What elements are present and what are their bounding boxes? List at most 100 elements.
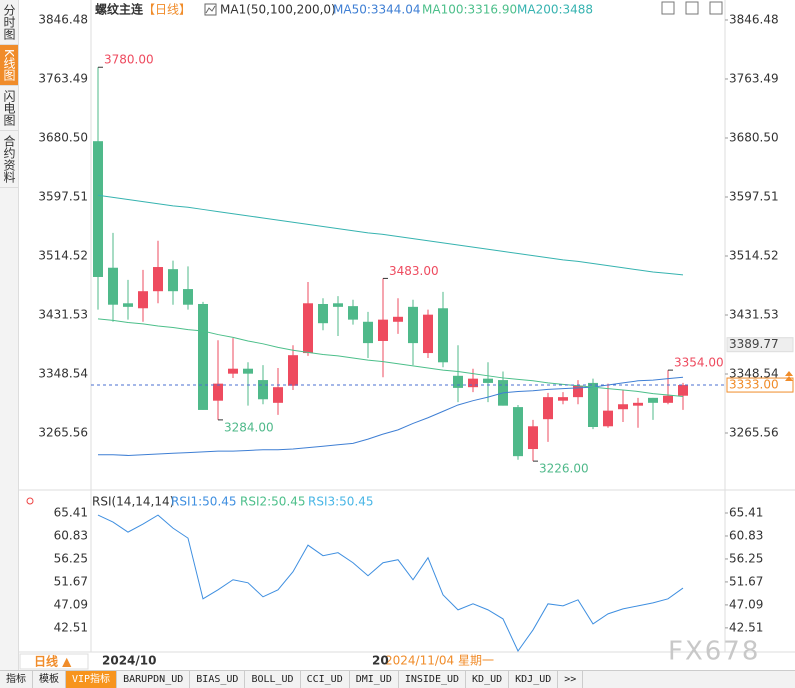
symbol: 螺纹主连	[95, 2, 144, 17]
indicator-icon-glyph	[205, 5, 216, 14]
icon-button[interactable]	[685, 1, 699, 15]
extreme-label: 3284.00	[224, 420, 274, 434]
ma-line	[97, 318, 684, 397]
indicator-tab[interactable]: BARUPDN_UD	[117, 671, 191, 688]
y-tick-label: 3348.54	[38, 367, 88, 381]
y-tick-label: 3597.51	[38, 189, 88, 203]
rsi-legend: RSI2:50.45	[240, 495, 306, 509]
indicator-tab[interactable]: BIAS_UD	[190, 671, 246, 688]
candle-body	[603, 410, 613, 427]
candle-body	[618, 404, 628, 410]
last-price-box	[726, 377, 794, 393]
period: 【日线】	[143, 3, 191, 17]
extreme-label: 3483.00	[389, 264, 439, 278]
extreme-label: 3354.00	[674, 356, 724, 370]
candle-body	[213, 383, 223, 401]
toolbar-icons	[661, 1, 723, 15]
x-tick-label: 2024/10	[102, 654, 156, 668]
rsi-line	[97, 514, 684, 652]
indicator-tab[interactable]: BOLL_UD	[245, 671, 301, 688]
y-tick-label: 3431.53	[729, 307, 779, 321]
y-tick-label: 3763.49	[38, 71, 88, 85]
indicator-tab[interactable]: DMI_UD	[350, 671, 399, 688]
y-tick-label: 3597.51	[729, 189, 779, 203]
y-tick-label: 3846.48	[729, 12, 779, 26]
y-tick-label: 3265.56	[729, 425, 779, 439]
indicator-tab[interactable]: VIP指标	[66, 671, 118, 688]
candle-body	[258, 380, 268, 400]
candle-body	[228, 368, 238, 374]
legend-ma100: MA100:3316.90	[422, 3, 517, 17]
y-tick-label: 56.25	[729, 551, 763, 565]
candle-body	[138, 291, 148, 309]
y-tick-label: 3348.54	[729, 367, 779, 381]
sidebar-tab[interactable]: 闪电图	[0, 86, 18, 131]
sidebar-tab[interactable]: K线图	[0, 45, 18, 86]
last-price-label: 3333.00	[729, 378, 779, 392]
watermark: FX678	[668, 637, 760, 667]
rsi-title: RSI(14,14,14)	[92, 495, 174, 509]
candle-body	[273, 387, 283, 403]
candle-body	[663, 395, 673, 403]
cursor-date: 2024/11/04 星期一	[385, 654, 494, 668]
y-tick-label: 51.67	[729, 574, 763, 588]
x-tick-label: 20	[372, 654, 389, 668]
y-tick-label: 60.83	[54, 528, 88, 542]
icon-button[interactable]	[661, 1, 675, 15]
candle-body	[483, 378, 493, 383]
candle-body	[348, 306, 358, 320]
y-tick-label: 3514.52	[38, 248, 88, 262]
y-tick-label: 42.51	[729, 620, 763, 634]
y-tick-label: 3846.48	[38, 12, 88, 26]
icon-button[interactable]	[709, 1, 723, 15]
y-tick-label: 3431.53	[38, 307, 88, 321]
legend-ma50: MA50:3344.04	[333, 3, 421, 17]
candle-body	[633, 402, 643, 406]
candle-body	[423, 314, 433, 354]
indicator-tab[interactable]: INSIDE_UD	[399, 671, 467, 688]
candle-body	[573, 385, 583, 398]
y-tick-label: 47.09	[729, 597, 763, 611]
indicator-icon[interactable]	[204, 3, 217, 16]
candle-body	[393, 316, 403, 322]
last-price-arrow	[785, 371, 793, 382]
sidebar-tab[interactable]: 合约资料	[0, 131, 18, 188]
y-tick-label: 51.67	[54, 574, 88, 588]
candle-body	[303, 303, 313, 354]
extreme-label: 3226.00	[539, 462, 589, 476]
indicator-tab[interactable]: KDJ_UD	[509, 671, 559, 688]
y-tick-label: 3680.50	[38, 130, 88, 144]
indicator-tab[interactable]: >>	[558, 671, 584, 688]
ma-line	[98, 376, 684, 456]
period-button-box[interactable]	[19, 653, 89, 670]
period-button[interactable]: 日线 ▲	[34, 654, 72, 669]
indicator-tab[interactable]: CCI_UD	[301, 671, 350, 688]
indicator: MA1(50,100,200,0)	[220, 3, 336, 17]
candle-body	[183, 289, 193, 305]
y-tick-label: 42.51	[54, 620, 88, 634]
candle-body	[588, 382, 598, 427]
candle-body	[93, 141, 103, 277]
indicator-tab[interactable]: 模板	[33, 671, 66, 688]
candle-body	[243, 368, 253, 374]
candle-body	[678, 385, 688, 396]
y-tick-label: 60.83	[729, 528, 763, 542]
candle-body	[198, 303, 208, 410]
candle-body	[333, 303, 343, 307]
candle-body	[123, 303, 133, 307]
cursor-price-box	[726, 337, 794, 353]
settings-icon[interactable]	[26, 497, 34, 505]
candle-body	[468, 378, 478, 388]
y-tick-label: 3680.50	[729, 130, 779, 144]
indicator-tab[interactable]: KD_UD	[466, 671, 510, 688]
y-tick-label: 47.09	[54, 597, 88, 611]
candle-body	[288, 355, 298, 386]
indicator-tab[interactable]: 指标	[0, 671, 33, 688]
chart: 螺纹主连 【日线】 MA1(50,100,200,0) MA50:3344.04…	[18, 0, 795, 670]
indicator-tabs: 指标 模板 VIP指标 BARUPDN_UD BIAS_UD BOLL_UD CCI_UD D…	[0, 670, 795, 688]
candle-body	[408, 306, 418, 344]
sidebar-tab[interactable]: 分时图	[0, 0, 18, 45]
y-tick-label: 65.41	[729, 506, 763, 520]
y-tick-label: 3763.49	[729, 71, 779, 85]
candle-body	[558, 397, 568, 401]
